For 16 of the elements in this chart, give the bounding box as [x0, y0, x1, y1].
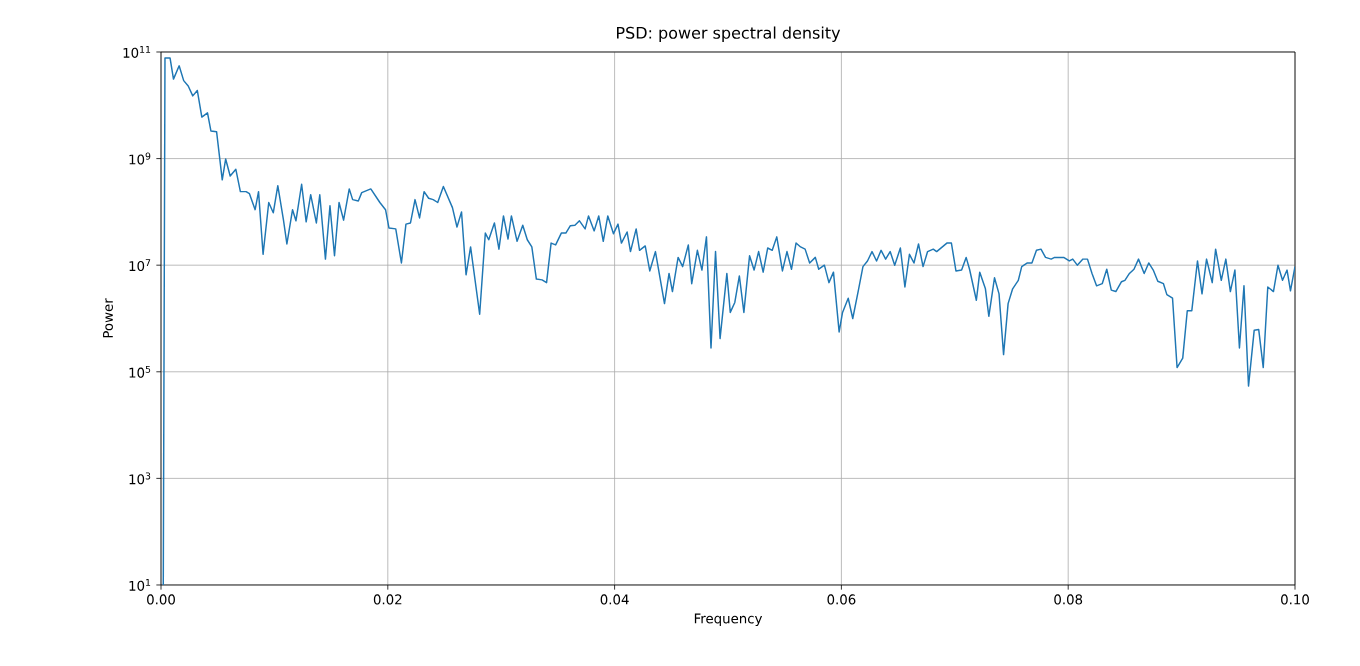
- y-tick-label: 10$^{5}$: [129, 365, 151, 378]
- x-tick-label: 0.08: [1054, 594, 1083, 605]
- y-tick-label: 10$^{11}$: [123, 46, 151, 58]
- y-tick-label: 10$^{3}$: [129, 472, 151, 485]
- y-tick-label: 10$^{1}$: [129, 579, 151, 591]
- x-axis-title: Frequency: [694, 613, 763, 627]
- x-tick-label: 0.04: [600, 594, 629, 605]
- x-tick-label: 0.02: [373, 594, 402, 605]
- x-tick-label: 0.00: [147, 594, 175, 605]
- y-tick-label: 10$^{7}$: [129, 259, 151, 272]
- y-tick-label: 10$^{9}$: [129, 152, 151, 165]
- x-tick-label: 0.06: [827, 594, 856, 605]
- chart-title: PSD: power spectral density: [617, 26, 841, 42]
- line-series: [162, 57, 1296, 585]
- x-tick-label: 0.10: [1281, 594, 1309, 605]
- y-axis-title: Power: [103, 298, 113, 338]
